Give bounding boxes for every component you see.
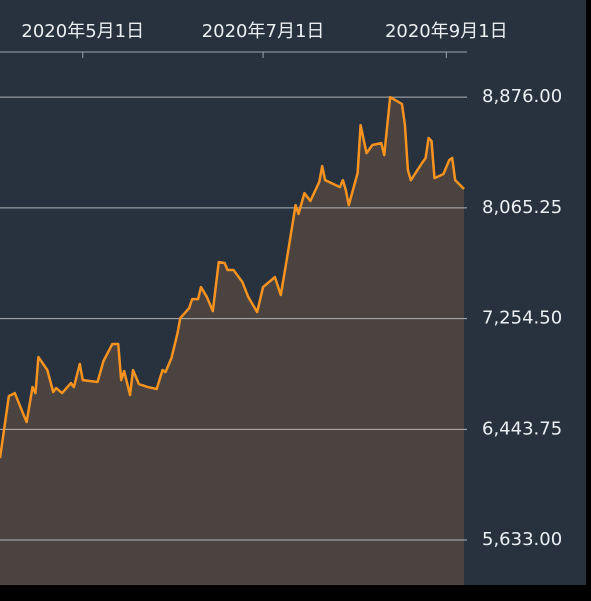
x-tick-label: 2020年7月1日 bbox=[202, 21, 325, 42]
area bbox=[0, 97, 465, 585]
y-tick-label: 8,876.00 bbox=[482, 86, 562, 107]
x-tick-label: 2020年5月1日 bbox=[21, 21, 144, 42]
x-tick-label: 2020年9月1日 bbox=[385, 21, 508, 42]
y-tick-label: 5,633.00 bbox=[482, 529, 562, 550]
y-tick-label: 6,443.75 bbox=[482, 418, 562, 439]
y-tick-label: 7,254.50 bbox=[482, 308, 562, 329]
line bbox=[0, 95, 465, 459]
y-tick-label: 8,065.25 bbox=[482, 197, 562, 218]
